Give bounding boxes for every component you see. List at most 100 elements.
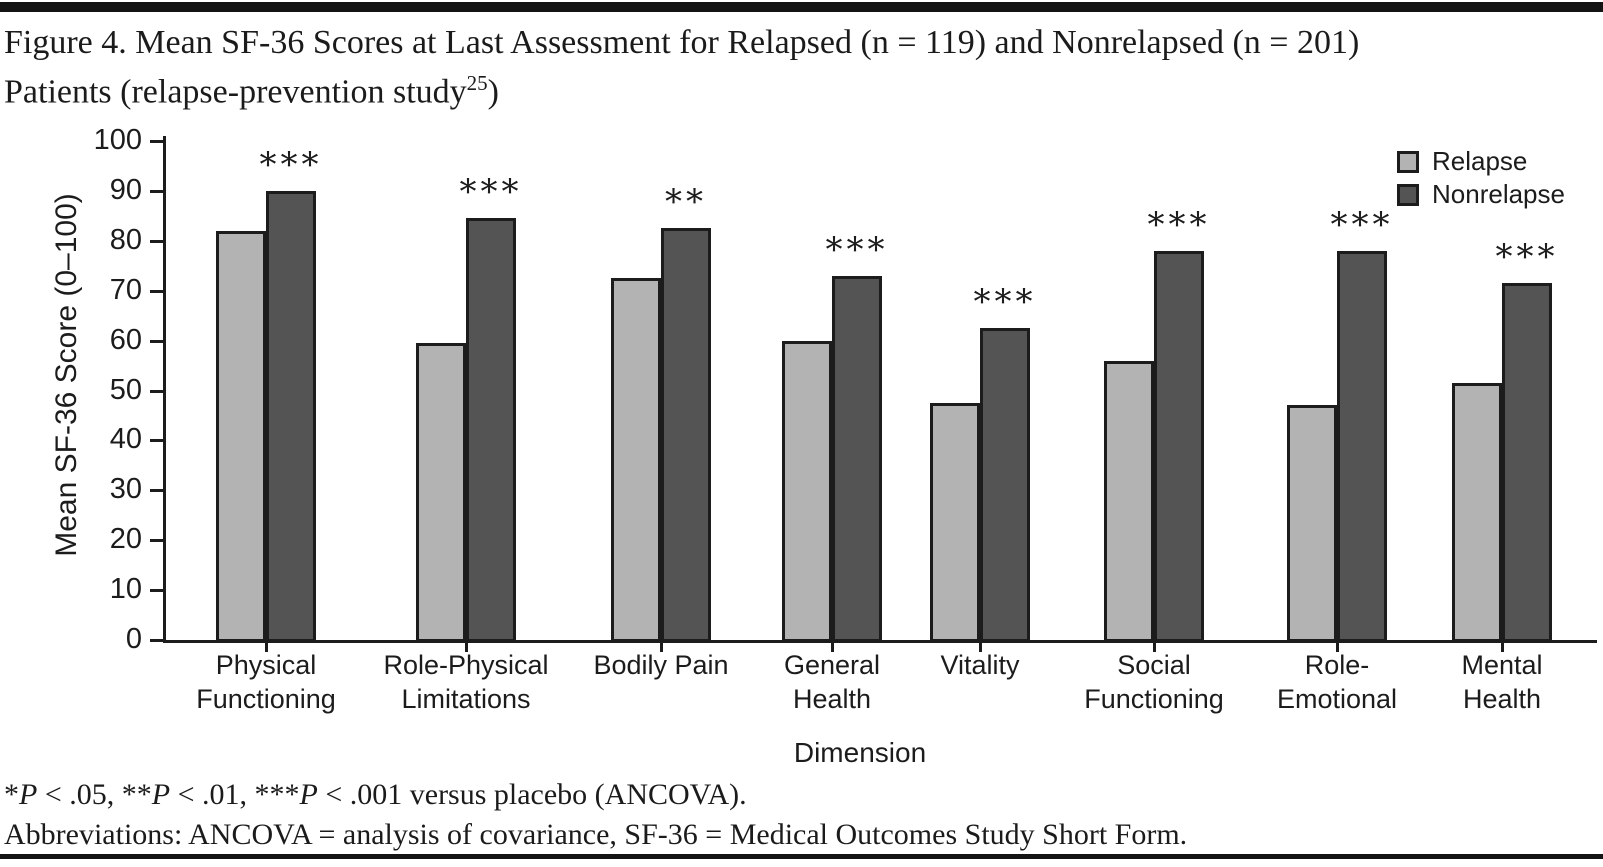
x-category-label-line: General (783, 650, 881, 680)
x-category-label-line: Role- (1304, 650, 1370, 680)
significance-marker: ** (665, 182, 707, 223)
footnote-segment: < .001 versus placebo (ANCOVA). (317, 778, 747, 811)
footnote-italic-segment: P (151, 778, 171, 811)
bar-relapse (1452, 383, 1502, 642)
x-category-label: Mental Health (1382, 648, 1603, 716)
bar-nonrelapse (1337, 250, 1387, 642)
y-axis-title: Mean SF-36 Score (0–100) (50, 193, 83, 557)
significance-marker: *** (973, 282, 1037, 323)
y-tick-label: 90 (109, 173, 142, 206)
bar-relapse (611, 278, 661, 642)
legend-label: Relapse (1432, 146, 1528, 176)
y-tick-mark (150, 289, 163, 293)
x-category-label-line: Social (1117, 650, 1191, 680)
x-category-label: Social Functioning (1034, 648, 1274, 716)
significance-marker: *** (259, 144, 323, 185)
x-category-label: Role-Physical Limitations (346, 648, 586, 716)
significance-footnote: *P < .05, **P < .01, ***P < .001 versus … (4, 778, 1564, 812)
x-tick-mark (265, 643, 268, 652)
figure-title-line1: Figure 4. Mean SF-36 Scores at Last Asse… (4, 24, 1360, 61)
y-axis-line (163, 136, 166, 643)
footnote-italic-segment: P (299, 778, 318, 811)
x-category-label-line: Limitations (401, 684, 531, 714)
bar-relapse (216, 230, 266, 642)
y-tick-mark (150, 489, 163, 493)
figure-title: Figure 4. Mean SF-36 Scores at Last Asse… (4, 22, 1564, 112)
x-category-label-line: Role-Physical (383, 650, 549, 680)
x-category-label-line: Mental (1461, 650, 1543, 680)
figure-title-superscript: 25 (466, 71, 488, 95)
bar-relapse (782, 340, 832, 642)
x-tick-mark (979, 643, 982, 652)
figure-title-line2: Patients (relapse-prevention study (4, 73, 467, 111)
y-tick-mark (150, 589, 163, 593)
x-category-label: Physical Functioning (146, 648, 386, 716)
legend-swatch-nonrelapse (1397, 183, 1419, 206)
top-rule (0, 2, 1603, 12)
footnote-italic-segment: P (19, 778, 38, 811)
y-tick-label: 40 (109, 423, 142, 456)
x-tick-mark (1336, 643, 1339, 652)
chart-legend: Relapse Nonrelapse (1397, 145, 1565, 211)
significance-marker: *** (1330, 204, 1394, 245)
y-tick-label: 100 (93, 124, 142, 156)
y-tick-label: 70 (109, 273, 142, 306)
y-tick-mark (150, 339, 163, 343)
x-category-label: Role- Emotional (1217, 648, 1457, 716)
legend-row: Nonrelapse (1397, 178, 1565, 211)
y-tick-label: 60 (109, 323, 142, 356)
significance-marker: *** (459, 172, 523, 213)
bottom-rule (0, 854, 1603, 859)
bar-relapse (1287, 405, 1337, 642)
y-tick-label: 30 (109, 473, 142, 506)
footnote-segment: < .01, *** (170, 778, 300, 811)
y-tick-mark (150, 239, 163, 243)
bar-relapse (930, 402, 980, 642)
footnote-segment: * (4, 778, 19, 811)
x-category-label-line: Health (792, 684, 872, 714)
x-tick-mark (1501, 643, 1504, 652)
bar-nonrelapse (832, 275, 882, 642)
bar-nonrelapse (661, 228, 711, 642)
y-tick-label: 50 (109, 373, 142, 406)
bar-nonrelapse (466, 218, 516, 642)
x-axis-title: Dimension (793, 737, 927, 768)
x-tick-mark (465, 643, 468, 652)
significance-marker: *** (825, 229, 889, 270)
figure-title-line2-close: ) (487, 73, 499, 111)
x-category-label-line: Vitality (940, 650, 1020, 680)
x-category-label-line: Functioning (196, 684, 336, 714)
bar-relapse (1104, 360, 1154, 642)
y-tick-label: 10 (109, 573, 142, 606)
bar-nonrelapse (980, 328, 1030, 642)
legend-row: Relapse (1397, 145, 1565, 178)
bar-nonrelapse (266, 190, 316, 642)
x-category-label: Vitality (860, 648, 1100, 682)
y-tick-mark (150, 539, 163, 543)
bar-nonrelapse (1502, 283, 1552, 642)
y-tick-mark (150, 189, 163, 193)
bar-nonrelapse (1154, 250, 1204, 642)
y-tick-mark (150, 439, 163, 443)
x-category-label-line: Emotional (1276, 684, 1398, 714)
x-tick-mark (1153, 643, 1156, 652)
y-tick-label: 0 (125, 623, 142, 655)
x-category-label-line: Health (1462, 684, 1542, 714)
y-tick-label: 80 (109, 223, 142, 256)
x-category-label-line: Bodily Pain (593, 650, 729, 680)
x-tick-mark (831, 643, 834, 652)
x-category-label: General Health (712, 648, 952, 716)
legend-label: Nonrelapse (1432, 179, 1565, 209)
x-tick-mark (660, 643, 663, 652)
abbreviations-footnote: Abbreviations: ANCOVA = analysis of cova… (4, 818, 1188, 851)
footnote-segment: < .05, ** (37, 778, 152, 811)
x-category-label: Bodily Pain (541, 648, 781, 682)
legend-swatch-relapse (1397, 150, 1419, 173)
y-tick-mark (150, 389, 163, 393)
y-tick-label: 20 (109, 523, 142, 556)
significance-marker: *** (1495, 237, 1559, 278)
y-tick-mark (150, 639, 163, 642)
significance-marker: *** (1147, 204, 1211, 245)
